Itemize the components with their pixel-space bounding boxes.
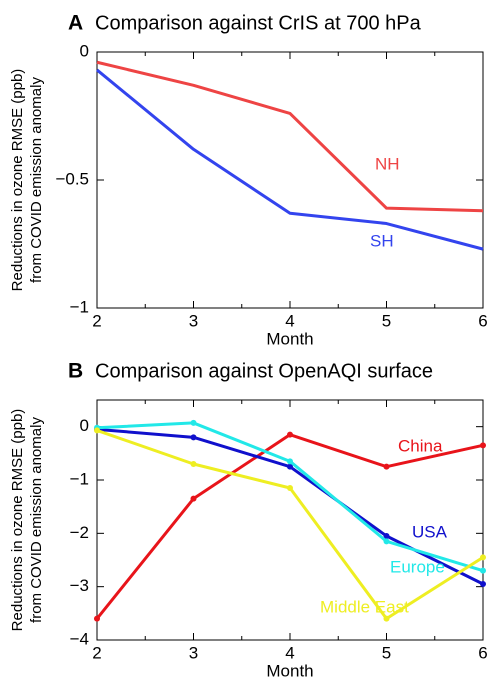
x-tick-label: 3 — [189, 643, 198, 662]
point — [480, 567, 486, 574]
y-axis-label: from COVID emission anomaly — [28, 77, 45, 283]
x-tick-label: 5 — [382, 643, 391, 662]
point — [287, 458, 293, 465]
y-axis-label: Reductions in ozone RMSE (ppb) — [9, 409, 26, 632]
series-label: China — [398, 436, 443, 455]
series-label: SH — [370, 231, 394, 250]
point — [383, 615, 390, 622]
y-tick-label: −4 — [70, 629, 89, 648]
y-tick-label: 0 — [80, 416, 89, 435]
y-tick-label: −1 — [70, 297, 89, 316]
point — [383, 463, 390, 470]
y-tick-label: −0.5 — [55, 169, 89, 188]
point — [190, 434, 197, 441]
series-label: Middle East — [320, 597, 409, 616]
x-tick-label: 3 — [189, 311, 198, 330]
point — [94, 615, 100, 622]
point — [190, 461, 197, 467]
y-axis-label: from COVID emission anomaly — [28, 417, 45, 623]
plot-frame — [96, 51, 484, 309]
chart-title: Comparison against CrIS at 700 hPa — [95, 12, 422, 34]
x-axis-label: Month — [266, 329, 313, 348]
x-tick-label: 4 — [285, 311, 294, 330]
x-tick-label: 4 — [285, 643, 294, 662]
y-tick-label: −2 — [70, 523, 89, 542]
point — [190, 495, 197, 502]
series-label: NH — [375, 154, 400, 173]
point — [383, 533, 390, 539]
point — [190, 419, 197, 426]
x-tick-label: 5 — [382, 311, 391, 330]
series-label: Europe — [390, 557, 445, 576]
y-tick-label: −1 — [70, 469, 89, 488]
point — [94, 427, 100, 434]
y-tick-label: 0 — [80, 41, 89, 60]
chart-title: Comparison against OpenAQI surface — [95, 360, 433, 382]
point — [480, 581, 486, 587]
y-tick-label: −3 — [70, 576, 89, 595]
series-label: USA — [412, 522, 448, 541]
x-tick-label: 6 — [478, 311, 487, 330]
line — [96, 60, 484, 213]
y-axis-label: Reductions in ozone RMSE (ppb) — [9, 69, 26, 292]
point — [287, 463, 293, 470]
point — [383, 538, 390, 545]
panel-label: A — [68, 12, 83, 35]
line — [96, 68, 484, 251]
point — [287, 485, 293, 491]
x-tick-label: 2 — [92, 643, 101, 662]
point — [287, 431, 293, 438]
panel-label: B — [68, 360, 83, 383]
point — [480, 554, 486, 561]
x-tick-label: 6 — [478, 643, 487, 662]
x-tick-label: 2 — [92, 311, 101, 330]
x-axis-label: Month — [266, 661, 313, 680]
point — [480, 442, 486, 449]
